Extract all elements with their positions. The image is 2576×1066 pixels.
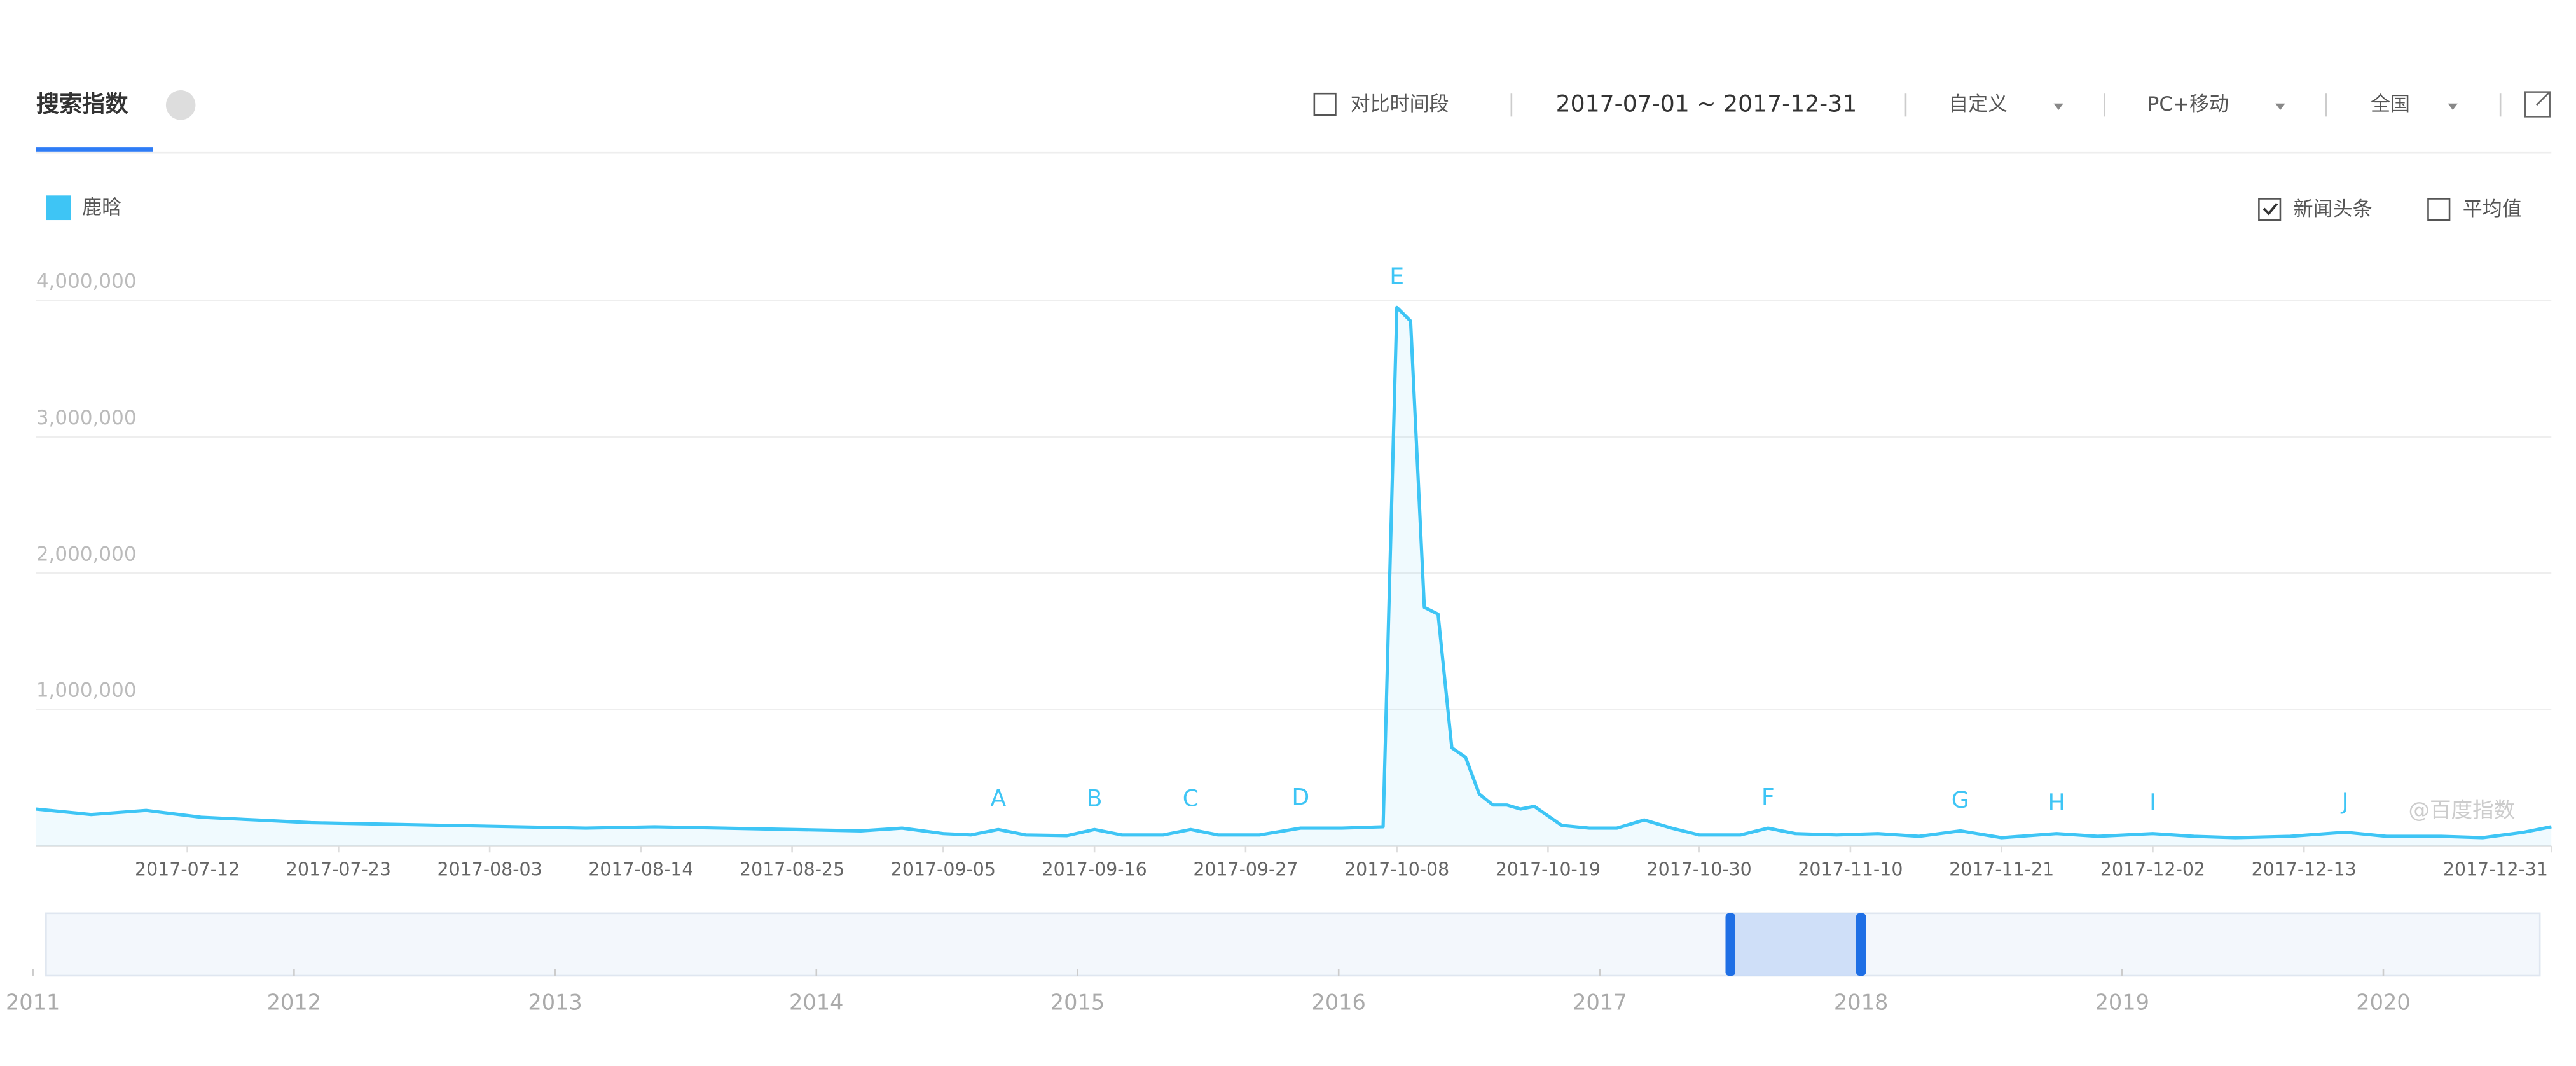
event-marker[interactable]: A — [990, 785, 1006, 812]
x-tick-label: 2017-11-10 — [1798, 859, 1903, 880]
x-tick-label: 2017-10-08 — [1344, 859, 1449, 880]
x-tick-label: 2017-10-30 — [1647, 859, 1752, 880]
area — [36, 307, 2552, 846]
x-tick-label: 2017-09-05 — [891, 859, 996, 880]
navigator-year: 2014 — [789, 990, 843, 1014]
help-icon[interactable] — [165, 90, 196, 120]
event-marker[interactable]: I — [2149, 789, 2156, 816]
event-marker[interactable]: D — [1291, 784, 1309, 811]
navigator-year: 2019 — [2095, 990, 2149, 1014]
date-range[interactable]: 2017-07-01 ~ 2017-12-31 — [1556, 90, 1857, 117]
event-marker[interactable]: E — [1389, 263, 1404, 290]
navigator-selection — [1730, 913, 1861, 976]
navigator[interactable] — [45, 912, 2541, 977]
watermark: @百度指数 — [2408, 798, 2515, 822]
x-tick-label: 2017-12-13 — [2252, 859, 2357, 880]
compare-checkbox[interactable] — [1313, 92, 1337, 116]
export-icon[interactable] — [2524, 91, 2551, 118]
navigator-year: 2012 — [267, 990, 321, 1014]
legend-swatch[interactable] — [46, 195, 71, 221]
navigator-year: 2017 — [1573, 990, 1627, 1014]
y-tick-label: 1,000,000 — [36, 679, 137, 702]
x-tick-label: 2017-09-16 — [1042, 859, 1147, 880]
selection-handle[interactable] — [1856, 913, 1866, 976]
selection-handle[interactable] — [1725, 913, 1735, 976]
dropdown-arrow — [2053, 103, 2063, 111]
y-tick-label: 3,000,000 — [36, 406, 137, 429]
navigator-year: 2020 — [2356, 990, 2410, 1014]
x-tick-label: 2017-08-25 — [740, 859, 844, 880]
x-tick-label: 2017-07-23 — [286, 859, 391, 880]
legend-label[interactable]: 鹿晗 — [82, 196, 121, 219]
event-marker[interactable]: H — [2048, 789, 2065, 816]
x-tick-label: 2017-12-31 — [2443, 859, 2548, 880]
navigator-year: 2018 — [1834, 990, 1888, 1014]
dropdown-arrow — [2448, 103, 2458, 111]
event-marker[interactable]: G — [1952, 786, 1969, 813]
event-marker[interactable]: C — [1183, 785, 1199, 812]
x-tick-label: 2017-10-19 — [1496, 859, 1601, 880]
navigator-year: 2011 — [6, 990, 60, 1014]
event-marker[interactable]: J — [2341, 787, 2349, 815]
tab-title[interactable]: 搜索指数 — [36, 90, 128, 117]
toggle-label[interactable]: 新闻头条 — [2294, 198, 2373, 221]
dropdown[interactable]: 自定义 — [1948, 93, 2008, 116]
x-tick-label: 2017-08-14 — [588, 859, 693, 880]
x-tick-label: 2017-11-21 — [1949, 859, 2054, 880]
x-tick-label: 2017-09-27 — [1193, 859, 1298, 880]
event-marker[interactable]: B — [1087, 785, 1103, 812]
checkbox[interactable] — [2427, 198, 2451, 221]
x-tick-label: 2017-12-02 — [2100, 859, 2205, 880]
series-line — [36, 305, 2552, 840]
navigator-year: 2015 — [1050, 990, 1105, 1014]
checkmark — [2263, 202, 2278, 216]
toggle-label[interactable]: 平均值 — [2463, 198, 2522, 221]
event-marker[interactable]: F — [1761, 784, 1775, 811]
navigator-year: 2016 — [1311, 990, 1365, 1014]
x-tick-label: 2017-07-12 — [135, 859, 240, 880]
y-tick-label: 4,000,000 — [36, 270, 137, 293]
dropdown[interactable]: 全国 — [2371, 93, 2410, 116]
y-tick-label: 2,000,000 — [36, 543, 137, 565]
x-tick-label: 2017-08-03 — [437, 859, 542, 880]
navigator-year: 2013 — [528, 990, 582, 1014]
dropdown[interactable]: PC+移动 — [2147, 93, 2229, 116]
dropdown-arrow — [2275, 103, 2285, 111]
compare-label[interactable]: 对比时间段 — [1351, 93, 1449, 116]
checkbox[interactable] — [2258, 198, 2282, 221]
